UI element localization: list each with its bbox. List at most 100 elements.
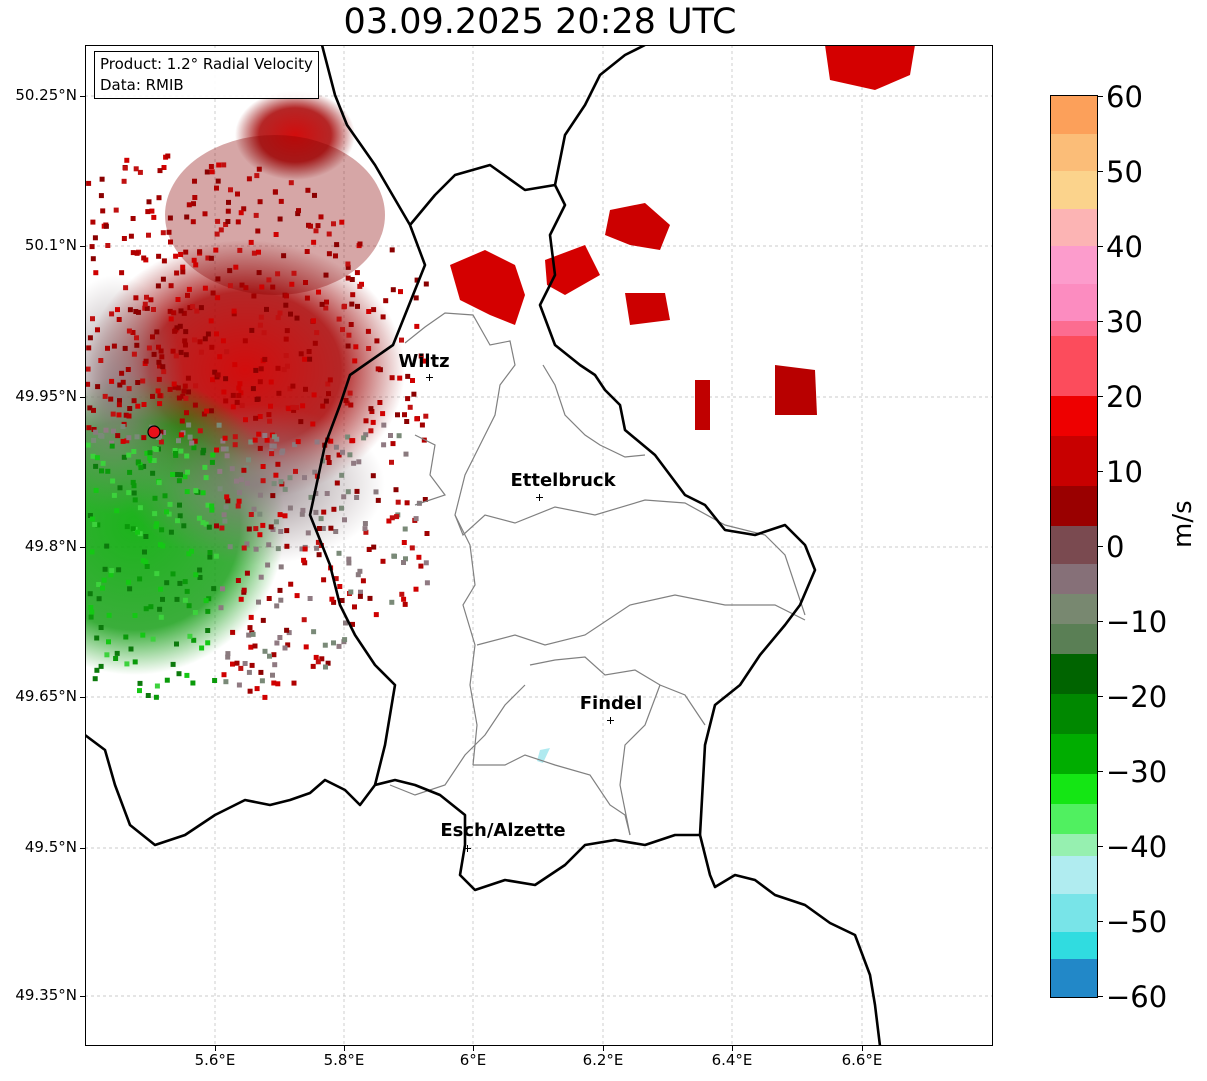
radar-echo-pixel xyxy=(336,643,342,649)
radar-echo-pixel xyxy=(277,587,283,593)
radar-echo-pixel xyxy=(95,327,100,333)
radar-echo-pixel xyxy=(212,369,218,375)
radar-echo-pixel xyxy=(127,307,133,313)
radar-echo-pixel xyxy=(88,614,94,620)
radar-echo-pixel xyxy=(339,472,345,478)
radar-echo-pixel xyxy=(128,646,134,652)
radar-echo-pixel xyxy=(225,654,231,660)
radar-echo-pixel xyxy=(192,610,198,615)
radar-echo-pixel xyxy=(121,178,127,184)
radar-echo-pixel xyxy=(201,411,207,417)
radar-echo-pixel xyxy=(120,424,126,429)
radar-echo-pixel xyxy=(235,578,241,583)
radar-echo-pixel xyxy=(223,679,229,685)
radar-echo-pixel xyxy=(410,378,415,383)
lat-label-49-8: 49.8°N xyxy=(24,537,77,555)
radar-echo-pixel xyxy=(223,504,229,510)
radar-echo-pixel xyxy=(395,499,401,505)
radar-echo-pixel xyxy=(117,485,123,491)
radar-echo-pixel xyxy=(120,379,126,385)
radar-echo-pixel xyxy=(124,524,130,530)
radar-echo-pixel xyxy=(422,497,428,502)
radar-echo-pixel xyxy=(366,309,372,314)
radar-echo-pixel xyxy=(94,667,100,673)
radar-echo-pixel xyxy=(209,507,215,513)
radar-echo-pixel xyxy=(93,487,99,493)
radar-echo-pixel xyxy=(215,178,221,184)
radar-echo-pixel xyxy=(253,526,259,532)
colorbar-label: −50 xyxy=(1106,905,1168,939)
radar-echo-pixel xyxy=(109,311,115,317)
radar-echo-pixel xyxy=(239,282,245,288)
radar-echo-pixel xyxy=(367,595,373,601)
radar-echo-pixel xyxy=(186,603,192,609)
radar-echo-pixel xyxy=(272,189,278,195)
radar-echo-pixel xyxy=(214,331,219,337)
radar-echo-pixel xyxy=(224,494,230,500)
radar-echo-pixel xyxy=(322,642,328,648)
radar-echo-pixel xyxy=(380,558,386,564)
radar-echo-pixel xyxy=(94,455,100,461)
radar-echo-pixel xyxy=(295,211,301,217)
radar-echo-pixel xyxy=(277,216,283,222)
radar-echo-pixel xyxy=(134,342,140,348)
radar-echo-pixel xyxy=(236,385,242,391)
radar-echo-pixel xyxy=(122,165,128,171)
radar-echo-pixel xyxy=(87,513,93,518)
radar-echo-pixel xyxy=(423,560,429,566)
radar-echo-pixel xyxy=(271,481,277,487)
radar-echo-pixel xyxy=(147,455,153,461)
radar-echo-pixel xyxy=(301,617,307,623)
radar-echo-pixel xyxy=(101,577,107,583)
radar-echo-pixel xyxy=(319,301,325,307)
radar-echo-pixel xyxy=(136,309,141,315)
radar-echo-pixel xyxy=(131,398,137,404)
radar-echo-pixel xyxy=(100,208,106,214)
radar-echo-pixel xyxy=(302,475,307,481)
radar-echo-pixel xyxy=(285,642,291,648)
radar-echo-pixel xyxy=(281,367,287,373)
radar-echo-pixel xyxy=(104,652,110,658)
radar-echo-pixel xyxy=(88,605,94,610)
radar-echo-pixel xyxy=(374,338,380,344)
radar-echo-pixel xyxy=(325,455,331,460)
radar-echo-pixel xyxy=(171,381,177,387)
radar-echo-pixel xyxy=(120,438,126,444)
radar-echo-pixel xyxy=(121,454,127,460)
lat-tick xyxy=(80,848,85,849)
colorbar-label: 0 xyxy=(1106,530,1125,564)
radar-echo-pixel xyxy=(159,527,165,533)
radar-echo-pixel xyxy=(363,418,369,424)
radar-echo-pixel xyxy=(143,606,149,612)
radar-echo-pixel xyxy=(167,308,173,314)
radar-echo-pixel xyxy=(185,292,190,298)
radar-echo-pixel xyxy=(257,511,263,517)
radar-echo-pixel xyxy=(175,518,180,524)
radar-echo-pixel xyxy=(115,433,121,439)
radar-echo-pixel xyxy=(109,440,115,446)
radar-echo-pixel xyxy=(187,305,193,311)
radar-echo-pixel xyxy=(100,460,106,466)
radar-echo-pixel xyxy=(170,472,176,477)
radar-echo-pixel xyxy=(347,452,353,458)
radar-echo-pixel xyxy=(257,445,263,451)
radar-echo-pixel xyxy=(312,192,317,198)
radar-echo-pixel xyxy=(275,546,281,552)
radar-echo-pixel xyxy=(345,264,351,270)
radar-echo-pixel xyxy=(123,412,129,418)
radar-echo-pixel xyxy=(85,381,91,387)
radar-echo-pixel xyxy=(105,243,111,248)
radar-echo-pixel xyxy=(350,292,356,298)
radar-echo-pixel xyxy=(197,575,203,580)
radar-echo-pixel xyxy=(355,572,361,578)
radar-echo-pixel xyxy=(315,539,321,545)
radar-map[interactable] xyxy=(85,45,993,1046)
radar-echo-pixel xyxy=(307,356,313,362)
colorbar-tick xyxy=(1097,396,1103,397)
radar-echo-pixel xyxy=(363,432,369,438)
radar-echo-pixel xyxy=(271,652,277,658)
radar-echo-pixel xyxy=(271,434,277,440)
radar-echo-pixel xyxy=(87,335,93,341)
radar-echo-pixel xyxy=(183,352,189,358)
radar-echo-pixel xyxy=(98,433,104,438)
